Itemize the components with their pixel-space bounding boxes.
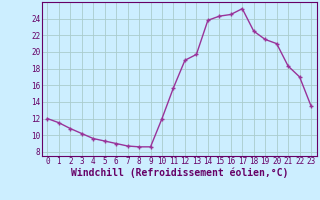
X-axis label: Windchill (Refroidissement éolien,°C): Windchill (Refroidissement éolien,°C) bbox=[70, 168, 288, 178]
